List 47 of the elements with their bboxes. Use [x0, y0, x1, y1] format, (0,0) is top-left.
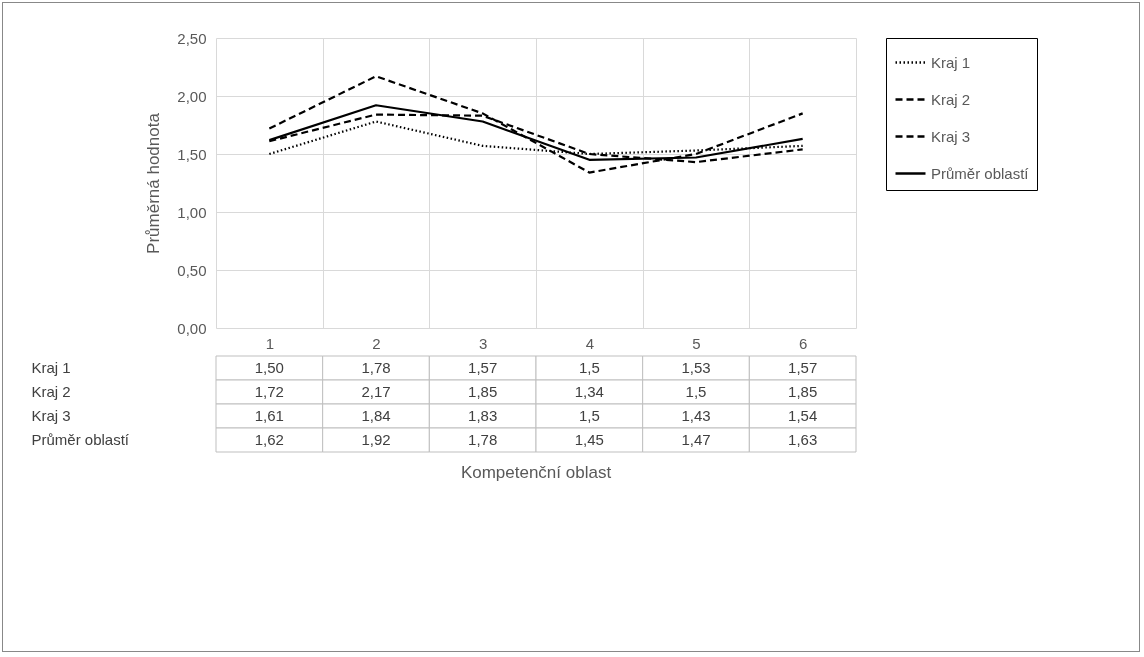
x-tick-label: 2 — [372, 334, 381, 352]
data-label: 1,78 — [361, 359, 391, 376]
data-label: 1,63 — [788, 431, 818, 448]
data-label: 1,54 — [788, 407, 818, 424]
text: Kompetenční oblast — [460, 462, 612, 482]
data-label: 1,43 — [681, 407, 711, 424]
data-label: 1,45 — [574, 431, 604, 448]
x-tick-label: 1 — [265, 334, 275, 352]
data-label: 1,92 — [361, 431, 391, 448]
y-tick-label: 0,00 — [177, 319, 207, 337]
legend-label: Kraj 2 — [931, 90, 971, 108]
data-label: 1,85 — [788, 383, 818, 400]
data-label: 1,57 — [788, 359, 818, 376]
line-series — [268, 75, 804, 174]
y-axis-title: Průměrná hodnota — [144, 112, 164, 254]
text: Průměr oblastí — [31, 431, 130, 448]
data-label: 1,47 — [681, 431, 711, 448]
y-tick-label: 1,50 — [177, 145, 207, 163]
data-label: 1,78 — [468, 431, 498, 448]
data-label: 1,72 — [254, 383, 284, 400]
data-label: 2,17 — [361, 383, 391, 400]
data-label: 1,53 — [681, 359, 711, 376]
data-label: 1,5 — [578, 407, 600, 424]
data-label: 1,5 — [578, 359, 600, 376]
data-label: 1,62 — [254, 431, 284, 448]
data-label: 1,85 — [468, 383, 498, 400]
x-tick-label: 6 — [798, 334, 808, 352]
data-label: 1,50 — [254, 359, 284, 376]
y-tick-label: 1,00 — [177, 203, 207, 221]
data-label: 1,84 — [361, 407, 391, 424]
x-tick-label: 4 — [585, 334, 595, 352]
text: Kraj 2 — [31, 383, 71, 400]
text: Kraj 3 — [31, 407, 71, 424]
text: Kraj 1 — [31, 359, 71, 376]
x-tick-label: 5 — [692, 334, 701, 352]
data-label: 1,57 — [468, 359, 498, 376]
legend-label: Kraj 1 — [931, 53, 971, 71]
y-tick-label: 0,50 — [177, 261, 207, 279]
data-label: 1,5 — [685, 383, 707, 400]
data-label: 1,83 — [468, 407, 498, 424]
legend-label: Kraj 3 — [931, 127, 971, 145]
y-tick-label: 2,50 — [177, 29, 207, 47]
data-label: 1,61 — [254, 407, 284, 424]
y-tick-label: 2,00 — [177, 87, 207, 105]
data-label: 1,34 — [574, 383, 604, 400]
x-tick-label: 3 — [478, 334, 488, 352]
legend-label: Průměr oblastí — [931, 164, 1030, 182]
